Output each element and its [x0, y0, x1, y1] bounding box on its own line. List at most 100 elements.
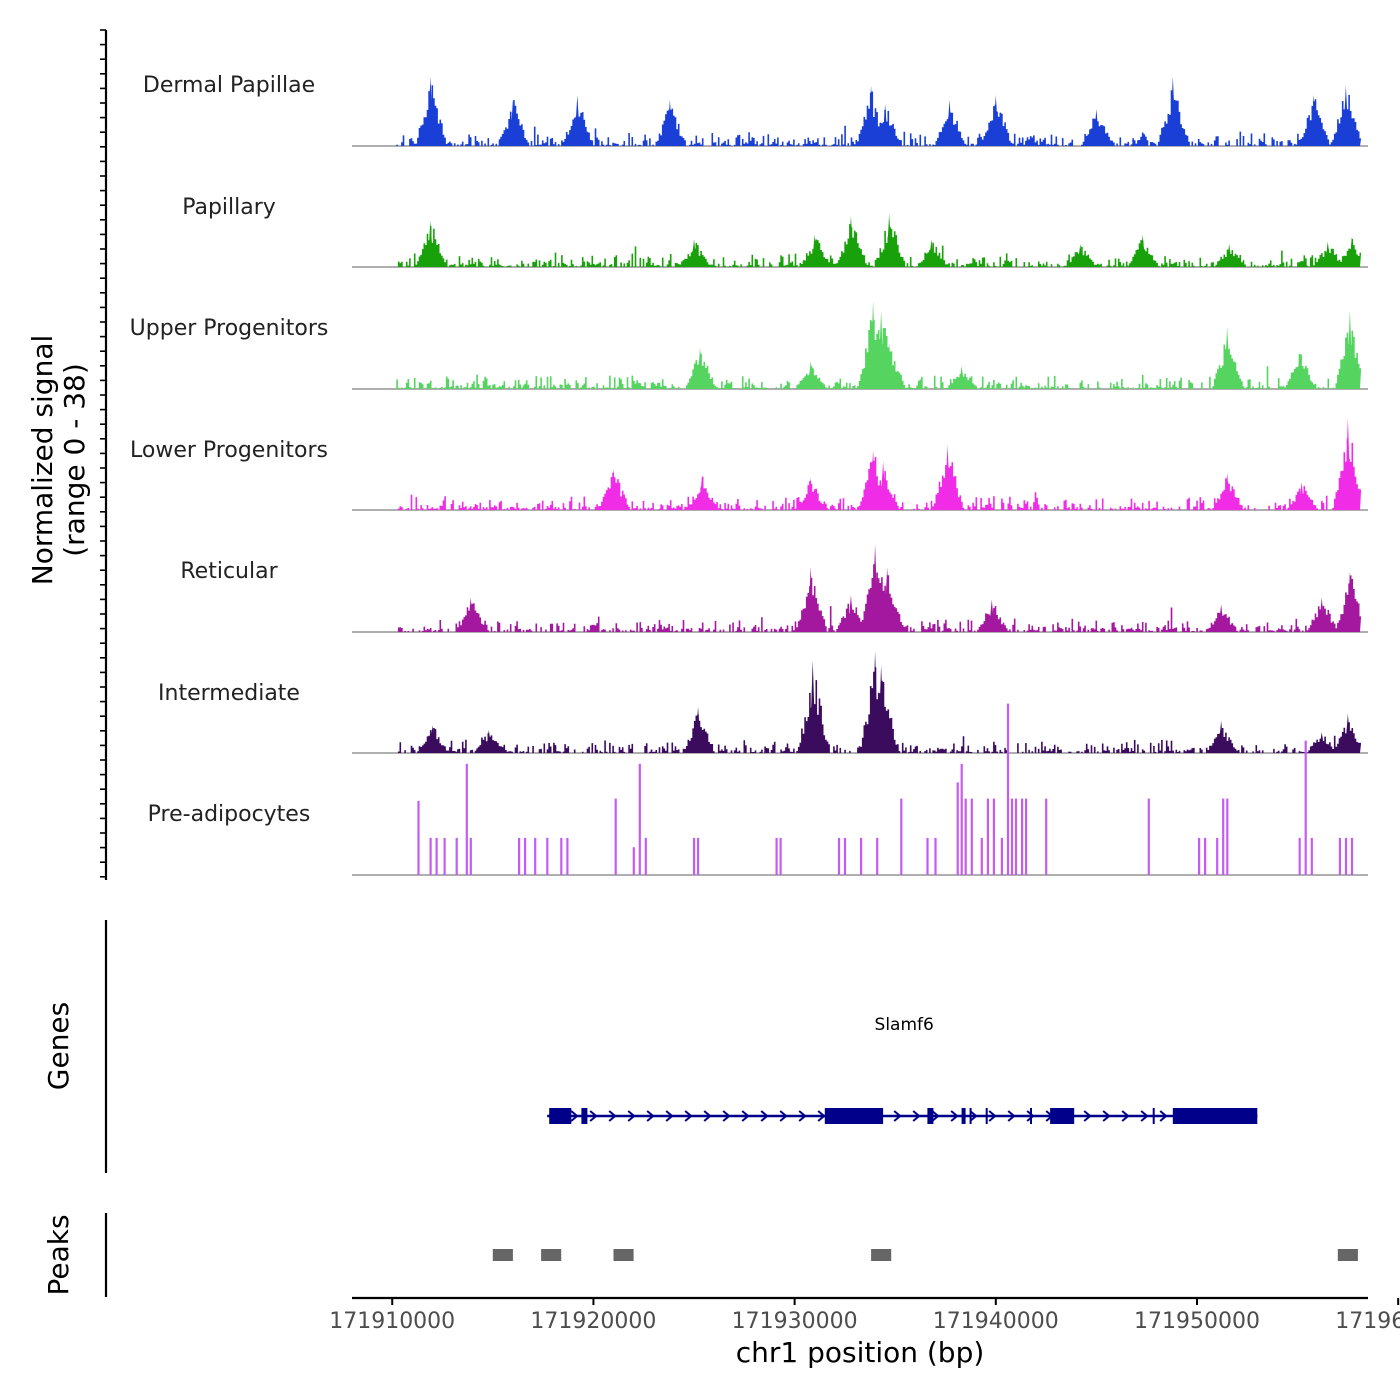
signal-peak — [610, 468, 617, 510]
gene-strand-arrow — [1102, 1110, 1111, 1122]
signal-peak — [878, 665, 885, 753]
signal-peak — [1169, 76, 1176, 146]
track-label: Upper Progenitors — [130, 316, 329, 341]
signal-peak — [988, 599, 995, 632]
gene-strand-arrow — [722, 1110, 731, 1122]
signal-spike — [469, 837, 472, 875]
signal-peak — [847, 594, 854, 632]
peak-region — [613, 1249, 634, 1261]
signal-spike — [614, 798, 617, 875]
gene-strand-arrow — [950, 1110, 959, 1122]
peak-region — [492, 1249, 513, 1261]
gene-strand-arrow — [741, 1110, 750, 1122]
gene-strand-arrow — [1026, 1110, 1035, 1122]
gene-exon — [581, 1108, 588, 1124]
gene-exon — [1050, 1108, 1075, 1124]
signal-peak — [1310, 95, 1317, 146]
signal-peak — [868, 85, 875, 146]
gene-strand-arrow — [1159, 1110, 1168, 1122]
signal-spike — [524, 837, 527, 875]
signal-peak — [574, 95, 581, 146]
signal-peak — [699, 475, 706, 510]
gene-strand-arrow — [817, 1110, 826, 1122]
genes-panel-title: Genes — [42, 1002, 75, 1090]
coverage-y-axis-title: Normalized signal (range 0 - 38) — [26, 335, 91, 586]
signal-peak — [1296, 351, 1303, 389]
signal-spike — [1310, 837, 1313, 875]
signal-peak — [944, 445, 951, 510]
signal-spike — [926, 837, 929, 875]
track-label: Intermediate — [158, 681, 300, 706]
signal-peak — [1348, 236, 1355, 267]
signal-spike — [465, 763, 468, 875]
track-2: Upper Progenitors — [130, 301, 1368, 390]
gene-label: Slamf6 — [875, 1015, 934, 1035]
gene-strand-arrow — [760, 1110, 769, 1122]
signal-peak — [1093, 108, 1100, 146]
signal-spike — [632, 847, 635, 875]
signal-spike — [644, 837, 647, 875]
x-tick-label: 171910000 — [329, 1309, 455, 1334]
signal-peak — [697, 347, 704, 389]
signal-spike — [638, 763, 641, 875]
signal-spike — [1006, 703, 1010, 875]
signal-peak — [1346, 310, 1353, 389]
gene-strand-arrow — [1083, 1110, 1092, 1122]
signal-spike — [860, 837, 863, 875]
signal-spike — [980, 837, 983, 875]
track-3: Lower Progenitors — [130, 417, 1368, 511]
signal-spike — [986, 798, 989, 875]
signal-peak — [884, 567, 891, 632]
signal-peak — [958, 365, 965, 389]
signal-spike — [992, 798, 995, 875]
gene-strand-arrow — [779, 1110, 788, 1122]
signal-peak — [1344, 417, 1351, 510]
signal-peak — [878, 310, 885, 389]
gene-strand-arrow — [627, 1110, 636, 1122]
signal-peak — [1224, 326, 1231, 389]
signal-peak — [807, 477, 814, 510]
gene-strand-arrow — [608, 1110, 617, 1122]
signal-spike — [779, 837, 782, 875]
signal-peak — [928, 239, 935, 267]
signal-peak — [467, 597, 474, 632]
gene-strand-arrow — [1140, 1110, 1149, 1122]
track-6: Pre-adipocytes — [148, 703, 1368, 876]
signal-peak — [872, 544, 879, 632]
track-label: Dermal Papillae — [143, 73, 315, 98]
gene-strand-arrow — [798, 1110, 807, 1122]
signal-spike — [546, 837, 549, 875]
signal-peak — [485, 729, 492, 753]
signal-spike — [900, 798, 903, 875]
signal-peak — [882, 104, 889, 146]
gene-strand-arrow — [570, 1110, 579, 1122]
peaks-panel-title: Peaks — [42, 1214, 75, 1295]
gene-strand-arrow — [684, 1110, 693, 1122]
signal-spike — [1204, 837, 1207, 875]
signal-peak — [1342, 85, 1349, 146]
track-4: Reticular — [180, 544, 1368, 633]
signal-peak — [1077, 243, 1084, 267]
signal-spike — [566, 837, 569, 875]
signal-spike — [1045, 798, 1048, 875]
signal-peak — [427, 220, 434, 267]
signal-spike — [1226, 798, 1229, 875]
signal-peak — [695, 706, 702, 753]
x-tick-label: 171950000 — [1134, 1309, 1260, 1334]
x-tick-label: 171920000 — [530, 1309, 656, 1334]
signal-peak — [1218, 604, 1225, 632]
signal-peak — [807, 361, 814, 389]
gene-strand-arrow — [665, 1110, 674, 1122]
gene-strand-arrow — [1007, 1110, 1016, 1122]
gene-0: Slamf6 — [547, 1015, 1258, 1124]
gene-exon — [824, 1108, 884, 1124]
signal-peak — [870, 449, 877, 510]
x-axis: 171910000 171920000 171930000 171940000 1719… — [329, 1296, 1400, 1334]
signal-peak — [427, 76, 434, 146]
signal-peak — [1346, 571, 1353, 632]
gene-strand-arrow — [1121, 1110, 1130, 1122]
x-tick-label: 171930000 — [732, 1309, 858, 1334]
gene-strand-arrow — [988, 1110, 997, 1122]
signal-spike — [1014, 798, 1018, 875]
